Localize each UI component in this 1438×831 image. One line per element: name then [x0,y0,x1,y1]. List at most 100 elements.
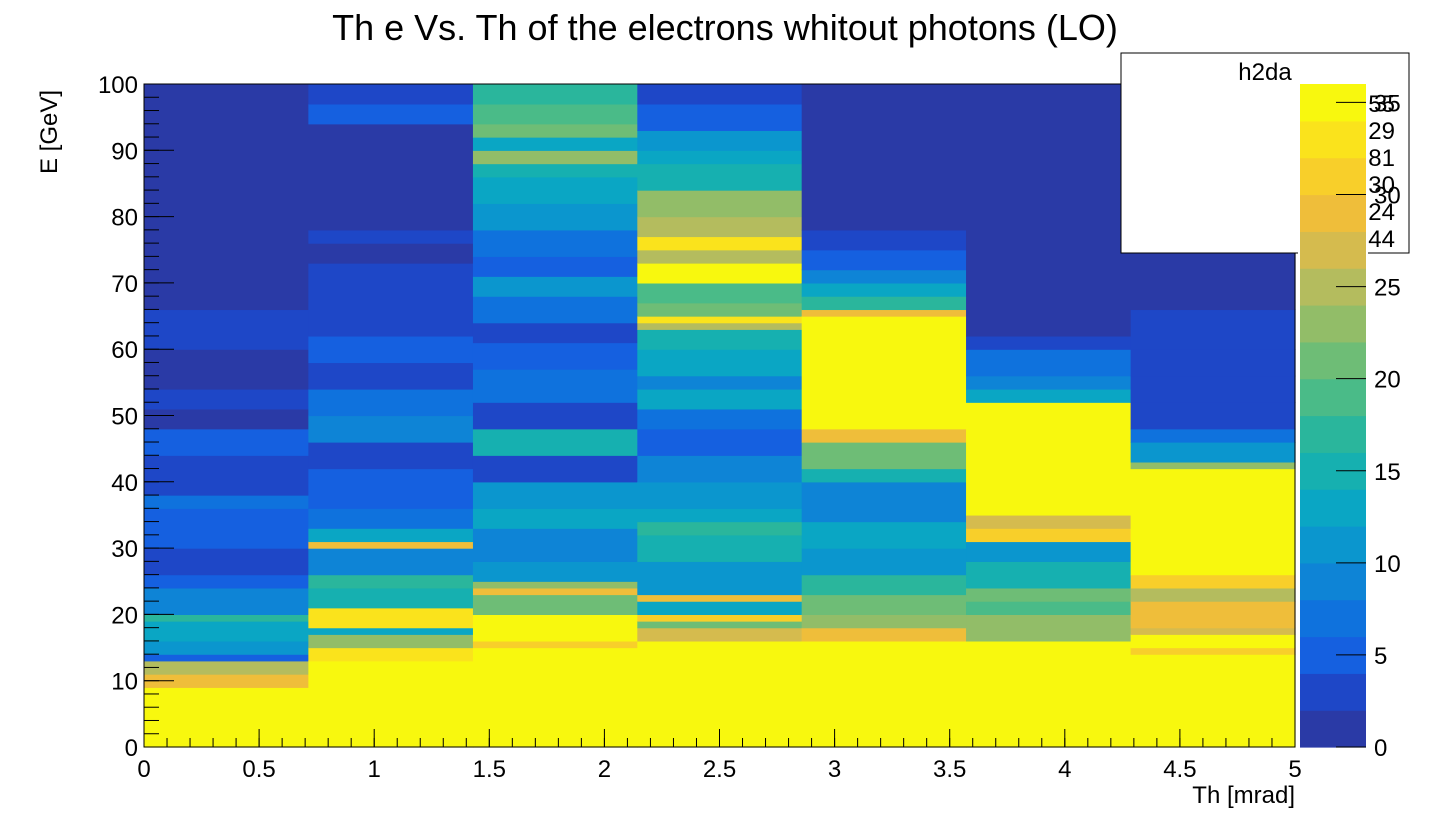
x-tick-label: 4 [1058,756,1071,783]
heatmap-cell [144,674,309,688]
heatmap-cell [308,548,474,576]
heatmap-cell [801,521,967,549]
heatmap-cell [472,276,638,297]
heatmap-cell [308,468,474,509]
heatmap-cell [637,481,803,509]
x-tick-label: 1 [368,756,381,783]
heatmap-cell [801,548,967,576]
heatmap-cell [966,587,1132,602]
color-scale-step [1300,231,1366,269]
heatmap-cell [637,621,803,629]
heatmap-cell [801,316,967,430]
heatmap-cell [308,263,474,297]
color-scale-tick-label: 0 [1374,735,1387,762]
heatmap-cell [1130,309,1296,350]
stats-box-title: h2da [1238,59,1292,86]
heatmap-cell [308,243,474,264]
x-axis-label: Th [mrad] [1192,782,1295,809]
heatmap-cell [1130,442,1296,463]
heatmap-cell [472,614,638,642]
heatmap-cell [637,163,803,191]
heatmap-cell [637,614,803,622]
x-tick-label: 0.5 [242,756,275,783]
heatmap-cell [308,574,474,589]
heatmap-cell [472,647,638,748]
x-axis: 0 0.5 1 1.5 2 2.5 3 3.5 4 4.5 5 [137,729,1302,783]
heatmap-cell [637,627,803,642]
color-scale-step [1300,120,1366,159]
x-tick-label: 0 [137,756,150,783]
color-scale-step [1300,305,1366,343]
y-tick-label: 30 [111,536,138,563]
heatmap-cell [472,455,638,483]
x-tick-label: 3 [828,756,841,783]
heatmap-cell [472,322,638,344]
heatmap-cell [144,621,309,642]
heatmap-cell [966,388,1132,403]
heatmap-cell [472,84,638,105]
heatmap-cell [308,627,474,635]
color-scale-step [1300,157,1366,196]
color-scale-step [1300,562,1366,601]
heatmap-cell [801,282,967,297]
heatmap-cell [144,660,309,675]
heatmap-cell [1130,402,1296,430]
heatmap-cell [637,84,803,105]
color-scale-tick-label: 30 [1374,183,1401,210]
heatmap-cell [1130,654,1296,748]
heatmap-cell [637,349,803,377]
heatmap-cell [1130,601,1296,629]
heatmap-cell [637,594,803,602]
heatmap-cell [472,163,638,178]
heatmap-cell [1130,647,1296,655]
heatmap-cell [308,388,474,417]
heatmap-cell [308,660,474,748]
color-scale-step [1300,673,1366,711]
heatmap-cell [637,249,803,264]
heatmap-cell [637,534,803,562]
heatmap-cell [1130,375,1296,403]
heatmap-cell [966,84,1132,337]
heatmap-cell [308,103,474,125]
color-scale-step [1300,194,1366,232]
x-tick-label: 2 [598,756,611,783]
heatmap-cell [801,594,967,615]
heatmap-cell [308,647,474,662]
heatmap-cell [144,455,309,496]
stats-box-line: 44 [1368,226,1395,253]
heatmap-cell [144,84,309,138]
heatmap-cell [801,84,967,231]
heatmap-cell [1130,627,1296,635]
heatmap-cell [637,455,803,483]
color-scale-tick-label: 20 [1374,367,1401,394]
heatmap-cell [966,349,1132,377]
color-scale-step [1300,710,1366,748]
stats-box-line: 55 [1368,91,1395,118]
heatmap-cell [637,601,803,615]
heatmap-cell [472,296,638,324]
heatmap-cell [144,309,309,350]
color-scale-tick-label: 35 [1374,90,1401,117]
y-tick-label: 0 [125,735,138,762]
y-tick-label: 10 [111,669,138,696]
heatmap-cell [144,388,309,410]
heatmap-cell [801,428,967,443]
color-scale-tick-label: 15 [1374,459,1401,486]
heatmap-cell [637,322,803,330]
heatmap-cell [144,654,309,662]
heatmap-cell [144,574,309,589]
heatmap-cell [472,137,638,151]
heatmap-cell [144,508,309,549]
heatmap-cell [801,468,967,483]
heatmap-cell [966,614,1132,642]
y-tick-label: 70 [111,271,138,298]
heatmap-cell [144,687,309,748]
y-tick-label: 60 [111,337,138,364]
heatmap-cell [472,203,638,231]
heatmap-cell [637,302,803,317]
heatmap-cell [472,123,638,138]
heatmap-cell [637,561,803,596]
heatmap-cell [637,521,803,536]
heatmap-cell [637,103,803,132]
